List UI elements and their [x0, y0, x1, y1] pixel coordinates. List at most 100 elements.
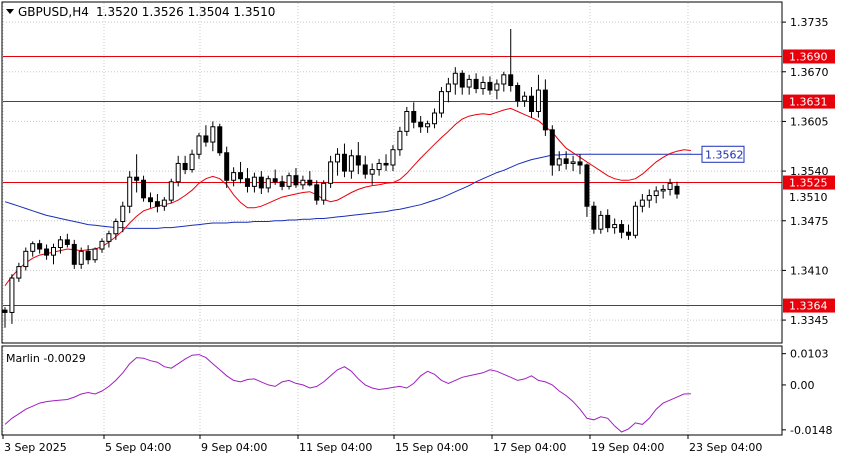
current-price-tag-label: 1.3510 — [789, 191, 828, 204]
symbol-menu-triangle-icon[interactable] — [6, 9, 14, 14]
candles — [2, 28, 680, 328]
ma-red-line — [4, 107, 691, 287]
time-tick-label: 19 Sep 04:00 — [591, 441, 664, 454]
osc-tick-label: -0.0148 — [790, 424, 832, 437]
candle-body — [341, 153, 347, 172]
candle-body — [397, 130, 403, 151]
candle-body — [196, 135, 202, 155]
candle-body — [556, 158, 562, 166]
candle-body — [321, 182, 327, 201]
candle-body — [30, 243, 36, 252]
candle-body — [265, 178, 271, 189]
candle-body — [591, 205, 597, 230]
price-tick-label: 1.3540 — [790, 165, 829, 178]
price-tick-label: 1.3735 — [790, 16, 829, 29]
osc-tick-label: 0.00 — [790, 379, 815, 392]
candle-body — [660, 188, 666, 192]
candle-body — [577, 161, 583, 166]
candle-body — [542, 89, 548, 131]
candle-body — [653, 190, 659, 197]
candle-body — [272, 178, 278, 183]
candle-body — [258, 176, 264, 189]
candle-body — [584, 164, 590, 207]
candle-body — [487, 81, 493, 91]
candle-body — [141, 179, 147, 199]
price-tick-label: 1.3410 — [790, 264, 829, 277]
candle-body — [203, 135, 209, 143]
candle-body — [57, 239, 63, 248]
candle-body — [515, 85, 521, 102]
ma-blue-line — [4, 153, 691, 229]
candle-body — [9, 277, 15, 313]
current-price-tag — [783, 190, 835, 205]
candle-body — [251, 176, 257, 187]
price-tick-label: 1.3670 — [790, 66, 829, 79]
main-pane-frame — [1, 1, 783, 344]
candle-body — [328, 161, 334, 184]
candle-body — [466, 78, 472, 88]
candle-body — [2, 309, 8, 313]
candle-body — [64, 239, 70, 245]
level-price-tag — [783, 94, 835, 109]
candle-body — [570, 161, 576, 164]
candle-body — [71, 243, 77, 265]
candle-body — [37, 243, 43, 250]
candle-body — [529, 95, 535, 112]
level-price-tag-label: 1.3364 — [789, 300, 828, 313]
symbol-label: GBPUSD,H4 — [18, 5, 89, 19]
candle-body — [147, 197, 153, 203]
candle-body — [182, 162, 188, 171]
candle-body — [168, 181, 174, 201]
candle-body — [189, 153, 195, 171]
candle-body — [293, 175, 299, 186]
candle-body — [383, 162, 389, 166]
candle-body — [348, 155, 354, 172]
candle-body — [432, 112, 438, 125]
candle-body — [92, 248, 98, 261]
candle-body — [231, 172, 237, 181]
candle-body — [667, 182, 673, 190]
candle-body — [244, 178, 250, 187]
candle-body — [639, 199, 645, 207]
level-price-tag-label: 1.3690 — [789, 50, 828, 63]
blue-level-label: 1.3562 — [705, 148, 744, 161]
candle-body — [113, 221, 119, 235]
candle-body — [238, 172, 244, 180]
time-tick-label: 15 Sep 04:00 — [395, 441, 468, 454]
candle-body — [674, 185, 680, 195]
candle-body — [279, 181, 285, 187]
level-price-tag-label: 1.3631 — [789, 96, 828, 109]
candle-body — [127, 176, 133, 207]
candle-body — [154, 201, 160, 207]
axes: 3 Sep 2025 5 Sep 04:00 9 Sep 04:00 11 Sep 0… — [2, 16, 835, 454]
candle-body — [459, 72, 465, 88]
level-lines: 1.3562 — [3, 55, 782, 307]
candle-body — [411, 110, 417, 123]
candle-body — [605, 214, 611, 229]
oscillator-line — [4, 354, 691, 433]
price-tick-label: 1.3475 — [790, 215, 829, 228]
ohlc-label: 1.3520 1.3526 1.3504 1.3510 — [96, 5, 275, 19]
candle-body — [50, 246, 56, 256]
candle-body — [445, 83, 451, 93]
candle-body — [418, 121, 424, 128]
candle-body — [612, 224, 618, 229]
candle-body — [44, 248, 50, 256]
candle-body — [508, 74, 514, 87]
blue-level-label-box — [701, 145, 745, 163]
time-tick-label: 9 Sep 04:00 — [201, 441, 267, 454]
candle-body — [78, 250, 84, 265]
candle-body — [563, 158, 569, 164]
candle-body — [501, 74, 507, 85]
candle-body — [134, 176, 140, 181]
candle-body — [535, 89, 541, 112]
candle-body — [473, 78, 479, 90]
candle-body — [369, 169, 375, 175]
candle-body — [646, 195, 652, 201]
candle-body — [23, 250, 29, 268]
candle-body — [300, 179, 306, 186]
moving-averages — [4, 107, 691, 287]
